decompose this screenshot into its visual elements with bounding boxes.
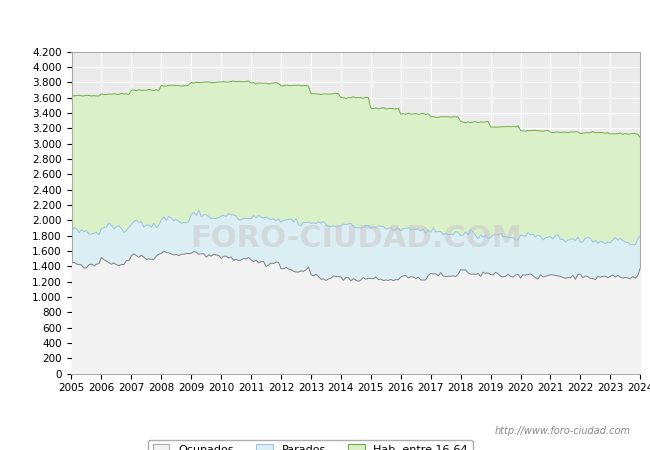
Legend: Ocupados, Parados, Hab. entre 16-64: Ocupados, Parados, Hab. entre 16-64 [148,440,473,450]
Text: http://www.foro-ciudad.com: http://www.foro-ciudad.com [495,427,630,436]
Text: FORO-CIUDAD.COM: FORO-CIUDAD.COM [190,224,522,253]
Text: Valencia de Alcántara - Evolucion de la poblacion en edad de Trabajar Mayo de 20: Valencia de Alcántara - Evolucion de la … [59,17,591,30]
